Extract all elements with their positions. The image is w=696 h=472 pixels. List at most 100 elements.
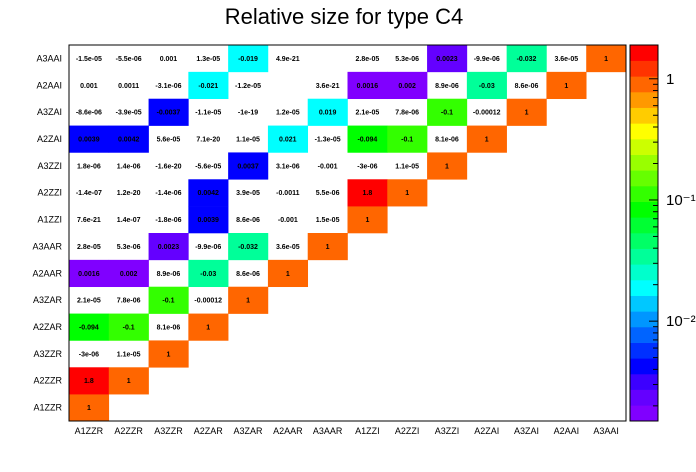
color-bar-segment	[630, 358, 658, 375]
cell-value-label: -1.4e-07	[76, 190, 102, 197]
color-bar-segment	[630, 45, 658, 61]
heatmap-cell	[69, 125, 110, 153]
cell-value-label: -0.094	[357, 137, 377, 144]
cell-value-label: 5.3e-06	[395, 56, 419, 63]
color-bar-segment	[630, 107, 658, 124]
color-bar-segment	[630, 311, 658, 328]
cell-value-label: 0.0042	[118, 137, 140, 144]
cell-value-label: 0.002	[398, 83, 416, 90]
heatmap-cell	[387, 179, 428, 207]
color-bar-segment	[630, 280, 658, 296]
color-bar-segment	[630, 76, 658, 93]
heatmap-cell	[148, 340, 189, 368]
cell-value-label: 1	[326, 244, 330, 251]
cell-value-label: 0.0039	[198, 217, 220, 224]
cell-value-label: 1.1e-05	[117, 351, 141, 358]
cell-value-label: -3e-06	[357, 163, 377, 170]
cell-value-label: 0.001	[80, 83, 98, 90]
cell-value-label: 1	[525, 110, 529, 117]
heatmap-cell	[347, 179, 388, 207]
cell-value-label: -1.8e-06	[155, 217, 181, 224]
color-bar-border	[629, 44, 659, 422]
color-bar: 1 10⁻¹ 10⁻²	[629, 44, 696, 422]
heatmap-cell	[228, 152, 269, 180]
y-tick-label: A3ZAI	[37, 107, 62, 117]
heatmap-cell	[347, 71, 388, 100]
cell-value-label: -1.1e-05	[195, 110, 221, 117]
cell-value-label: 1	[246, 298, 250, 305]
cell-value-label: 7.8e-06	[117, 298, 141, 305]
cell-value-label: 8.9e-06	[157, 271, 181, 278]
cell-value-label: 4.9e-21	[276, 56, 300, 63]
y-tick-label: A2ZAI	[37, 134, 62, 144]
color-bar-segment	[630, 264, 658, 281]
y-tick-label: A2AAI	[36, 80, 62, 90]
cell-value-label: -3.1e-06	[155, 83, 181, 90]
heatmap-cell	[108, 125, 149, 153]
cell-value-label: 3.9e-05	[236, 190, 260, 197]
color-bar-tick-label: 1	[666, 71, 674, 88]
heatmap-cell	[466, 125, 507, 153]
cell-value-label: -9.9e-06	[474, 56, 500, 63]
cell-value-label: 7.6e-21	[77, 217, 101, 224]
y-tick-label: A3ZAR	[33, 295, 63, 305]
cell-value-label: 2.8e-05	[356, 56, 380, 63]
color-bar-segment	[630, 295, 658, 312]
cells-layer: 1 1.8 1 -3e-06 1.1e-05 1 -0.094 -0.1 8.1e-06 1 2.1…	[68, 44, 627, 422]
x-tick-label: A3AAI	[593, 426, 619, 436]
x-tick-label: A2ZZR	[114, 426, 143, 436]
cell-value-label: 5.5e-06	[316, 190, 340, 197]
y-tick-label: A2AAR	[32, 268, 62, 278]
cell-value-label: 1	[445, 163, 449, 170]
y-tick-label: A2ZZI	[37, 188, 62, 198]
cell-value-label: -1.2e-05	[235, 83, 261, 90]
cell-value-label: 0.0023	[158, 244, 180, 251]
cell-value-label: -0.032	[517, 56, 537, 63]
x-tick-label: A1ZZI	[355, 426, 380, 436]
color-bar-segment	[630, 92, 658, 108]
cell-value-label: 3.6e-05	[276, 244, 300, 251]
color-bar-tick-label: 10⁻¹	[666, 192, 696, 209]
cell-value-label: 8.1e-06	[435, 137, 459, 144]
cell-value-label: 7.8e-06	[395, 110, 419, 117]
heatmap-cell	[69, 313, 110, 341]
cell-value-label: -0.001	[318, 163, 338, 170]
cell-value-label: 1.8	[363, 190, 373, 197]
cell-value-label: 0.0023	[436, 56, 458, 63]
x-tick-label: A2AAR	[273, 426, 303, 436]
cell-value-label: -8.6e-06	[76, 110, 102, 117]
cell-value-label: 1.8	[84, 378, 94, 385]
cell-value-label: 0.0016	[78, 271, 100, 278]
color-bar-segment	[630, 186, 658, 202]
color-bar-segment	[630, 170, 658, 187]
x-tick-label: A2AAI	[554, 426, 580, 436]
x-tick-label: A2ZZI	[395, 426, 420, 436]
heatmap-cell	[427, 45, 468, 73]
x-tick-label: A2ZAR	[194, 426, 224, 436]
cell-value-label: 8.6e-06	[515, 83, 539, 90]
x-tick-label: A3ZZR	[154, 426, 183, 436]
cell-value-label: -0.1	[162, 298, 174, 305]
y-axis-labels: A1ZZR A2ZZR A3ZZR A2ZAR A3ZAR A2AAR A3AAR A1ZZI…	[32, 53, 62, 412]
color-bar-segment	[630, 139, 658, 155]
color-bar-tick-label: 10⁻²	[666, 313, 696, 330]
cell-value-label: -1e-19	[238, 110, 258, 117]
color-bar-segment	[630, 405, 658, 422]
heatmap-cell	[228, 286, 269, 314]
y-tick-label: A2ZAR	[33, 322, 63, 332]
cell-value-label: -0.1	[441, 110, 453, 117]
cell-value-label: 3.6e-05	[554, 56, 578, 63]
cell-value-label: 0.0042	[198, 190, 220, 197]
y-tick-label: A3AAI	[36, 53, 62, 63]
cell-value-label: 1	[405, 190, 409, 197]
heatmap-cell	[466, 71, 507, 100]
heatmap-cell	[188, 259, 229, 288]
cell-value-label: -0.03	[200, 271, 216, 278]
cell-value-label: 0.0039	[78, 137, 100, 144]
cell-value-label: 5.6e-05	[157, 137, 181, 144]
heatmap-cell	[506, 98, 547, 126]
heatmap-cell	[427, 152, 468, 180]
cell-value-label: -0.032	[238, 244, 258, 251]
color-bar-segment	[630, 217, 658, 234]
